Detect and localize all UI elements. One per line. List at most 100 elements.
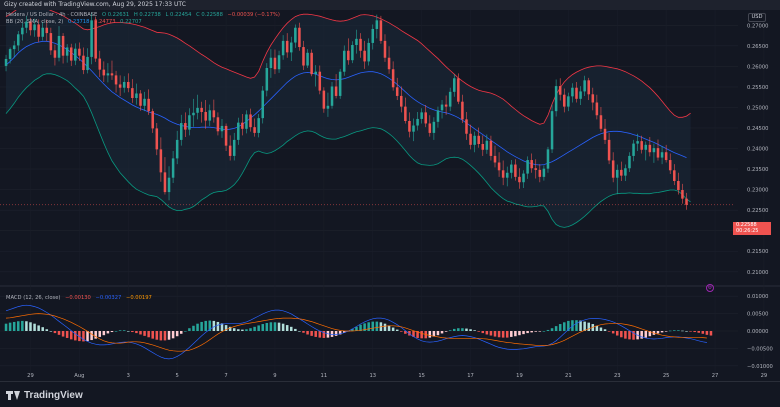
macd-histogram-bar [505,331,509,338]
candle-body [387,57,391,70]
candle-body [408,121,411,132]
candle-body [522,173,525,183]
macd-histogram-bar [29,322,32,331]
candle-body [664,152,668,161]
macd-histogram-bar [273,322,277,331]
candle-body [114,75,118,85]
last-price-badge: 0.22588 00:26:25 [733,222,771,235]
macd-histogram-bar [269,322,273,331]
macd-histogram-bar [387,325,391,331]
macd-label: MACD (12, 26, close) [6,295,61,301]
macd-histogram-bar [615,331,619,336]
candle-body [45,27,49,34]
candle-body [65,47,69,56]
candle-body [420,112,423,119]
candle-body [33,24,36,31]
macd-histogram-bar [620,331,623,338]
macd-histogram-bar [412,331,415,337]
macd-tick-label: 0.00000 [747,329,768,335]
macd-histogram-bar [330,331,334,337]
macd-histogram-bar [546,329,550,331]
candle-body [334,86,338,96]
macd-histogram-bar [257,325,260,331]
candle-body [98,58,102,70]
candle-body [673,170,676,181]
macd-histogram-bar [493,331,497,337]
macd-histogram-bar [497,331,501,338]
macd-histogram-bar [485,331,489,335]
candle-body [652,148,656,153]
macd-histogram-bar [179,331,183,334]
close-value: C 0.22588 [196,12,223,18]
candle-body [481,144,485,150]
macd-histogram-bar [16,321,20,331]
candle-body [648,144,652,153]
candle-body [644,144,648,150]
candle-body [200,107,203,112]
candle-body [591,94,595,103]
candle-body [159,149,163,173]
macd-histogram-bar [49,331,53,332]
candle-body [518,176,521,183]
macd-histogram-bar [432,331,436,337]
candle-body [485,140,489,150]
candle-body [224,125,228,146]
macd-histogram-bar [571,320,574,331]
candle-body [477,135,480,145]
macd-histogram-bar [37,325,40,331]
currency-selector[interactable]: USD [748,13,766,22]
candle-body [404,106,407,121]
macd-histogram-bar [143,331,146,336]
macd-histogram-bar [114,331,118,332]
macd-histogram-bar [624,331,627,339]
bollinger-bands [0,10,733,228]
macd-histogram-bar [709,331,713,336]
time-tick-label: 29 [27,373,34,379]
candle-body [505,172,509,178]
candle-body [216,117,220,132]
candle-body [269,57,273,68]
candle-body [306,52,309,66]
macd-histogram-bar [53,331,57,334]
macd-histogram-bar [25,321,28,331]
macd-histogram-bar [102,331,106,336]
macd-histogram-bar [277,322,281,331]
candle-body [620,169,623,176]
time-tick-label: 17 [467,373,474,379]
alert-icon[interactable]: ⚙ [706,284,714,292]
candle-body [179,123,183,140]
bb-lower-line [5,73,691,228]
candle-body [363,50,366,62]
candle-body [571,87,574,97]
candle-body [554,86,558,112]
candle-body [192,112,195,116]
candle-body [461,101,464,120]
macd-histogram-bar [12,321,16,331]
time-tick-label: 27 [712,373,719,379]
macd-histogram-bar [542,331,546,332]
bb-label: BB (20, SMA, close, 2) [6,19,64,25]
macd-histogram-bar [355,326,358,331]
symbol-label: Hedera / US Dollar · 4h · COINBASE [6,12,98,18]
macd-line [5,304,707,360]
bb-lower-value: 0.22707 [120,19,142,25]
candle-body [660,152,664,158]
macd-histogram-bar [510,331,513,337]
macd-histogram-bar [473,330,476,331]
candle-body [249,114,252,128]
macd-histogram-bar [135,331,138,334]
macd-histogram-bar [668,330,672,332]
candle-body [78,48,81,56]
macd-histogram-bar [86,331,89,342]
candle-body [514,164,517,177]
price-chart[interactable]: 0.27000 0.26500 0.26000 0.25500 0.25000 0.245… [0,10,780,381]
price-legend: Hedera / US Dollar · 4h · COINBASE O 0.2… [6,12,280,19]
macd-histogram-bar [41,327,44,331]
candle-body [636,141,639,144]
tradingview-logo[interactable]: TradingView [6,390,83,401]
macd-histogram-bar [367,322,370,331]
candle-body [685,198,688,205]
macd-histogram-bar [110,331,114,333]
candle-body [57,35,61,58]
macd-histogram-bar [298,331,301,332]
